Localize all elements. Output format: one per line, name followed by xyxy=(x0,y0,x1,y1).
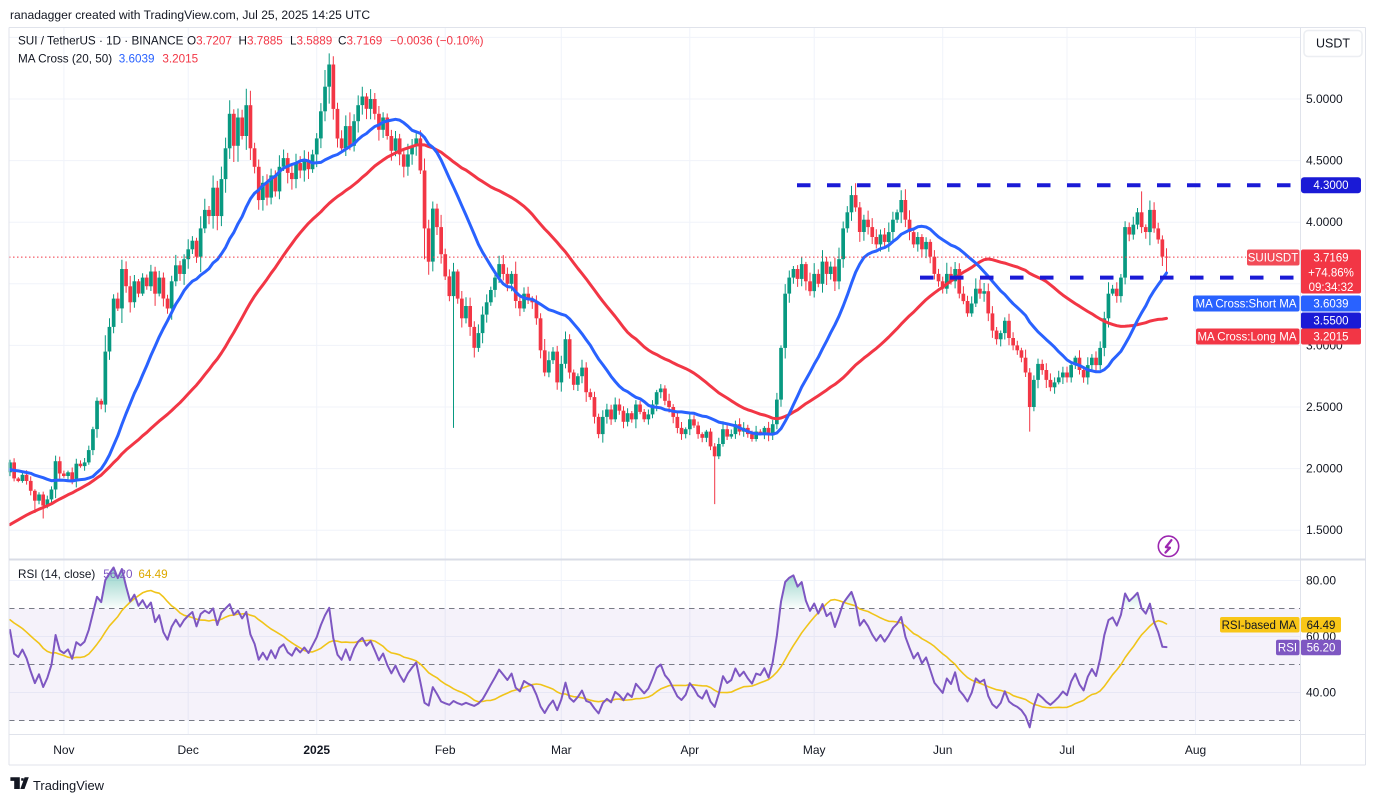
svg-text:RSI (14, close): RSI (14, close) xyxy=(18,568,95,581)
svg-text:3.6039: 3.6039 xyxy=(1313,298,1348,310)
svg-text:−0.0036 (−0.10%): −0.0036 (−0.10%) xyxy=(390,35,484,48)
svg-text:2.5000: 2.5000 xyxy=(1306,400,1343,414)
svg-text:3.2015: 3.2015 xyxy=(1313,331,1348,343)
svg-text:MA Cross:Short MA: MA Cross:Short MA xyxy=(1196,298,1297,310)
svg-text:Jun: Jun xyxy=(933,743,952,757)
svg-text:L3.5889: L3.5889 xyxy=(290,35,332,48)
svg-text:C3.7169: C3.7169 xyxy=(338,35,382,48)
svg-text:RSI-based MA: RSI-based MA xyxy=(1222,620,1297,632)
svg-text:Feb: Feb xyxy=(435,743,456,757)
svg-text:+74.86%: +74.86% xyxy=(1308,268,1354,280)
svg-text:Nov: Nov xyxy=(53,743,74,757)
svg-text:MA Cross:Long MA: MA Cross:Long MA xyxy=(1197,331,1296,343)
svg-text:4.5000: 4.5000 xyxy=(1306,154,1343,168)
svg-text:80.00: 80.00 xyxy=(1306,574,1336,588)
svg-text:Dec: Dec xyxy=(178,743,199,757)
svg-text:5.0000: 5.0000 xyxy=(1306,92,1343,106)
svg-text:SUI / TetherUS · 1D · BINANCE: SUI / TetherUS · 1D · BINANCE xyxy=(18,35,184,48)
svg-text:64.49: 64.49 xyxy=(1307,620,1336,632)
svg-text:Apr: Apr xyxy=(680,743,699,757)
svg-text:09:34:32: 09:34:32 xyxy=(1309,282,1354,294)
svg-text:3.2015: 3.2015 xyxy=(162,52,198,65)
svg-text:1.5000: 1.5000 xyxy=(1306,523,1343,537)
svg-text:Mar: Mar xyxy=(551,743,572,757)
svg-text:Aug: Aug xyxy=(1185,743,1206,757)
svg-text:H3.7885: H3.7885 xyxy=(239,35,284,48)
svg-text:May: May xyxy=(803,743,826,757)
svg-text:4.3000: 4.3000 xyxy=(1313,180,1348,192)
svg-text:USDT: USDT xyxy=(1316,37,1350,51)
svg-text:TradingView: TradingView xyxy=(33,778,105,793)
svg-text:2025: 2025 xyxy=(303,743,330,757)
svg-text:O3.7207: O3.7207 xyxy=(187,35,232,48)
svg-text:RSI: RSI xyxy=(1278,643,1297,655)
svg-text:4.0000: 4.0000 xyxy=(1306,215,1343,229)
svg-text:ranadagger created with Tradin: ranadagger created with TradingView.com,… xyxy=(10,8,370,22)
svg-text:64.49: 64.49 xyxy=(138,568,167,581)
svg-text:Jul: Jul xyxy=(1059,743,1074,757)
svg-text:MA Cross (20, 50): MA Cross (20, 50) xyxy=(18,52,112,65)
svg-text:SUIUSDT: SUIUSDT xyxy=(1248,252,1298,264)
svg-text:3.6039: 3.6039 xyxy=(119,52,155,65)
svg-text:56.20: 56.20 xyxy=(103,568,133,581)
svg-text:3.7169: 3.7169 xyxy=(1313,253,1348,265)
svg-text:2.0000: 2.0000 xyxy=(1306,462,1343,476)
svg-text:3.5500: 3.5500 xyxy=(1313,315,1348,327)
svg-text:56.20: 56.20 xyxy=(1307,643,1336,655)
svg-text:40.00: 40.00 xyxy=(1306,686,1336,700)
